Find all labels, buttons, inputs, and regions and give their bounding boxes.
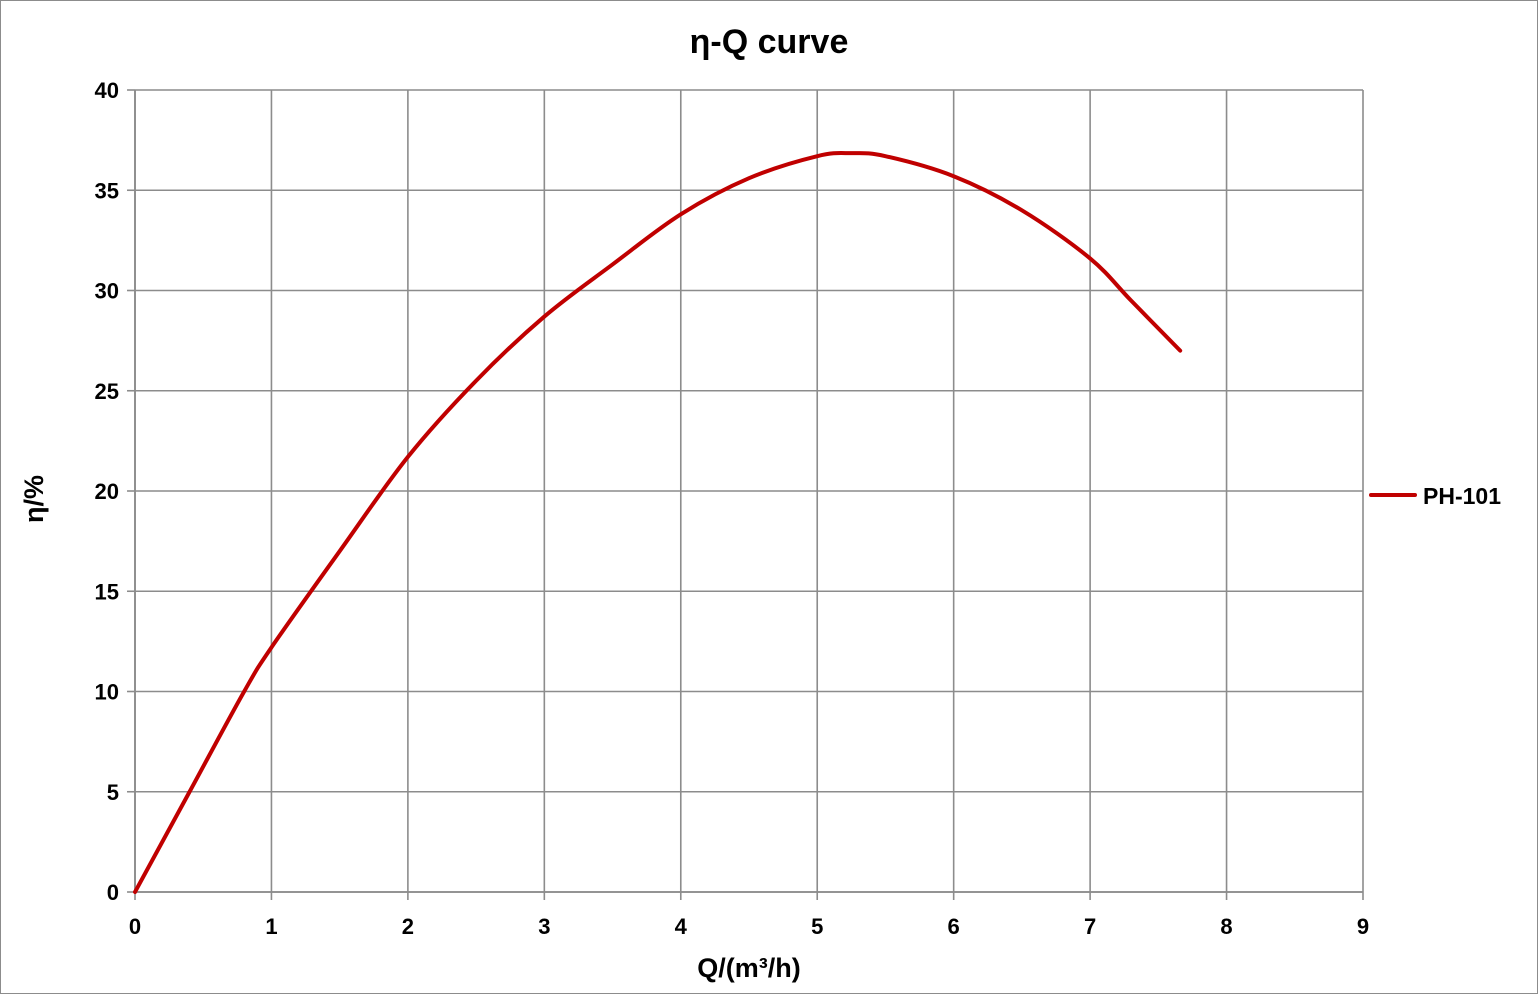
y-tick-label: 25 xyxy=(95,379,119,404)
x-tick-label: 6 xyxy=(948,914,960,939)
legend: PH-101 xyxy=(1369,483,1501,509)
series-line-ph-101 xyxy=(133,151,1183,894)
grid-lines xyxy=(134,89,1364,893)
y-tick-label: 15 xyxy=(95,579,119,604)
x-tick-label: 3 xyxy=(538,914,550,939)
y-tick-label: 5 xyxy=(107,780,119,805)
x-axis-title: Q/(m³/h) xyxy=(697,953,800,983)
y-tick-label: 10 xyxy=(95,680,119,705)
y-tick-label: 30 xyxy=(95,279,119,304)
legend-label-ph-101: PH-101 xyxy=(1423,483,1501,509)
y-tick-label: 0 xyxy=(107,880,119,905)
tick-labels: 0 1 2 3 4 5 6 7 8 9 0 5 10 15 20 25 30 35 40 xyxy=(95,78,1370,939)
axis-lines xyxy=(127,89,1364,900)
x-tick-label: 9 xyxy=(1357,914,1369,939)
x-tick-label: 5 xyxy=(811,914,823,939)
x-tick-label: 0 xyxy=(129,914,141,939)
y-axis-title: η/% xyxy=(19,475,49,523)
x-tick-label: 2 xyxy=(402,914,414,939)
series-layer xyxy=(133,151,1183,894)
chart-title: η-Q curve xyxy=(690,23,849,61)
y-tick-label: 35 xyxy=(95,178,119,203)
x-tick-label: 4 xyxy=(675,914,688,939)
x-tick-label: 1 xyxy=(265,914,277,939)
x-tick-label: 8 xyxy=(1220,914,1232,939)
y-tick-label: 20 xyxy=(95,479,119,504)
y-tick-label: 40 xyxy=(95,78,119,103)
x-tick-label: 7 xyxy=(1084,914,1096,939)
